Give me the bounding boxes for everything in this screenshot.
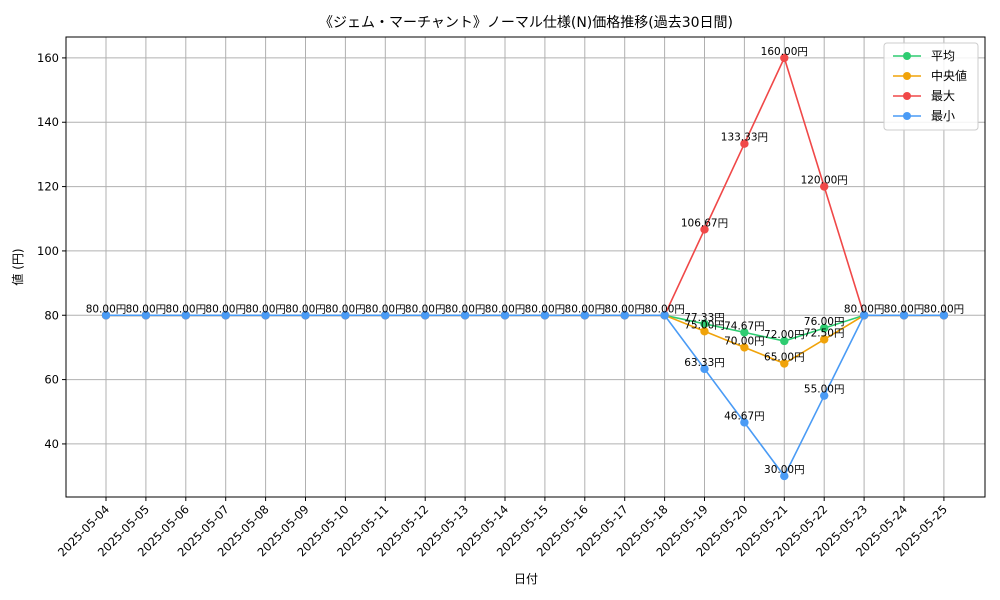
data-point-最小	[341, 311, 350, 320]
data-label: 70.00円	[724, 335, 765, 347]
data-label: 80.00円	[525, 303, 566, 315]
data-label: 80.00円	[205, 303, 246, 315]
data-point-中央値	[780, 359, 789, 368]
data-label: 80.00円	[924, 303, 965, 315]
data-point-最小	[700, 364, 709, 374]
legend-box	[883, 42, 979, 131]
data-point-最小	[500, 311, 510, 320]
y-tick-label: 80	[44, 308, 59, 322]
data-label: 80.00円	[884, 303, 925, 315]
data-label: 80.00円	[325, 303, 366, 315]
data-point-最小	[660, 311, 669, 320]
data-label: 30.00円	[764, 464, 805, 476]
y-tick-label: 120	[37, 180, 59, 194]
legend-marker	[903, 72, 911, 80]
data-point-平均	[820, 323, 829, 333]
data-label: 72.50円	[804, 327, 845, 339]
data-label: 80.00円	[245, 303, 286, 315]
data-point-最大	[740, 139, 749, 148]
data-label: 65.00円	[764, 352, 805, 364]
data-point-平均	[740, 328, 749, 337]
data-label: 75.00円	[684, 319, 725, 331]
data-point-最小	[780, 471, 789, 481]
data-label: 76.00円	[804, 316, 845, 328]
data-point-最小	[460, 311, 470, 320]
data-label: 74.67円	[724, 320, 765, 332]
data-label: 80.00円	[644, 303, 685, 315]
data-point-最小	[580, 311, 589, 320]
data-point-最小	[899, 311, 909, 320]
data-label: 80.00円	[405, 303, 446, 315]
data-point-最小	[939, 311, 949, 320]
series-layer	[101, 53, 949, 481]
y-tick-label: 40	[44, 437, 59, 451]
data-point-最小	[540, 311, 550, 320]
data-point-平均	[700, 319, 709, 329]
data-label: 77.33円	[684, 312, 725, 324]
data-point-最小	[620, 311, 629, 320]
legend-label: 中央値	[931, 68, 967, 83]
grid	[66, 37, 985, 497]
legend-label: 平均	[931, 49, 955, 63]
data-label: 80.00円	[285, 303, 326, 315]
data-point-平均	[780, 336, 789, 346]
data-label: 120.00円	[801, 175, 848, 187]
data-point-最小	[859, 311, 869, 320]
data-label: 46.67円	[724, 410, 765, 422]
data-label: 80.00円	[565, 303, 606, 315]
data-point-最小	[261, 311, 270, 320]
legend-label: 最大	[931, 89, 955, 103]
x-axis: 2025-05-042025-05-052025-05-062025-05-07…	[55, 497, 950, 559]
data-point-中央値	[820, 335, 829, 344]
legend-marker	[903, 52, 911, 60]
data-label: 72.00円	[764, 329, 805, 341]
data-label: 80.00円	[445, 303, 486, 315]
data-point-最大	[820, 182, 829, 191]
data-label: 106.67円	[681, 217, 728, 229]
data-label: 160.00円	[761, 46, 808, 58]
data-point-中央値	[700, 327, 709, 336]
plot-area-frame	[65, 36, 986, 498]
data-point-最小	[141, 311, 151, 320]
y-axis: 40 60 80 100 120 140 160	[37, 51, 66, 451]
data-point-最小	[301, 311, 310, 320]
legend-marker	[903, 92, 911, 100]
legend-label: 最小	[931, 109, 955, 123]
data-label: 80.00円	[844, 303, 885, 315]
y-tick-label: 60	[44, 373, 59, 387]
data-point-中央値	[740, 343, 749, 352]
data-point-最小	[421, 311, 430, 320]
data-point-最大	[780, 53, 789, 63]
data-label: 80.00円	[604, 303, 645, 315]
data-label: 63.33円	[684, 357, 725, 369]
series-line-最小	[106, 314, 944, 478]
legend-marker	[903, 112, 911, 120]
data-label: 55.00円	[804, 384, 845, 396]
data-label: 80.00円	[86, 303, 127, 315]
chart-title: 《ジェム・マーチャント》ノーマル仕様(N)価格推移(過去30日間)	[319, 15, 733, 31]
data-point-最小	[820, 391, 829, 400]
x-axis-label: 日付	[514, 572, 538, 586]
data-point-最小	[101, 311, 111, 320]
data-labels: 80.00円 80.00円 80.00円 80.00円 80.00円 80.00円 80.0…	[86, 46, 964, 476]
data-point-最小	[740, 418, 749, 427]
data-label: 80.00円	[485, 303, 526, 315]
data-label: 80.00円	[126, 303, 167, 315]
data-label: 133.33円	[721, 132, 768, 144]
y-axis-label: 値 (円)	[10, 248, 25, 285]
y-tick-label: 140	[37, 115, 59, 129]
data-label: 80.00円	[365, 303, 406, 315]
y-tick-label: 100	[37, 244, 59, 258]
y-tick-label: 160	[37, 51, 59, 65]
data-label: 80.00円	[166, 303, 207, 315]
data-point-最小	[381, 311, 390, 320]
data-point-最小	[181, 311, 190, 320]
data-point-最小	[221, 311, 230, 320]
data-point-最大	[700, 225, 709, 234]
